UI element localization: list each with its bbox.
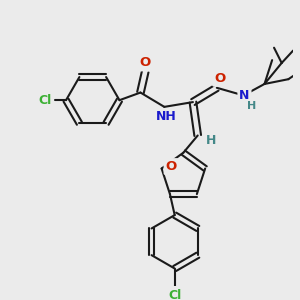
Text: N: N	[239, 89, 250, 102]
Text: Cl: Cl	[38, 94, 52, 107]
Text: NH: NH	[156, 110, 177, 123]
Text: Cl: Cl	[168, 289, 181, 300]
Text: H: H	[206, 134, 216, 147]
Text: O: O	[140, 56, 151, 70]
Text: H: H	[247, 101, 256, 111]
Text: O: O	[214, 72, 225, 85]
Text: O: O	[166, 160, 177, 173]
